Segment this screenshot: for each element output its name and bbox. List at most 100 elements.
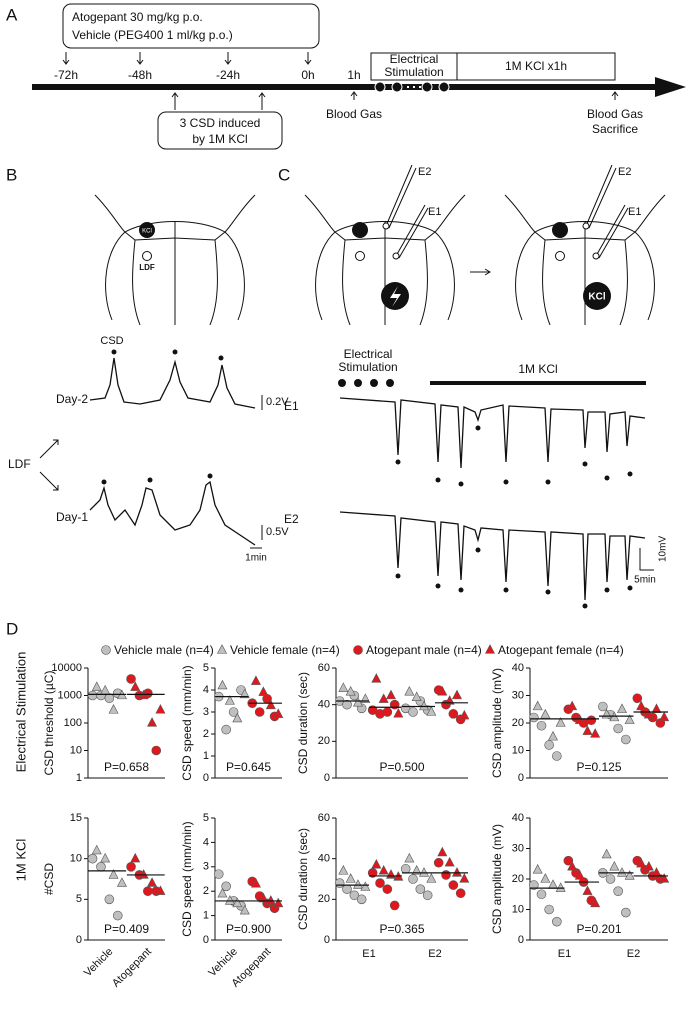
y-tick-label: 100 bbox=[64, 717, 82, 729]
point bbox=[258, 892, 269, 903]
y-tick-label: 5 bbox=[203, 812, 209, 824]
y-tick-label: 0 bbox=[324, 934, 330, 946]
p-value: P=0.658 bbox=[104, 760, 149, 774]
point bbox=[400, 864, 411, 874]
point bbox=[659, 711, 670, 722]
point bbox=[342, 699, 352, 710]
point bbox=[459, 873, 470, 883]
y-tick-label: 20 bbox=[512, 873, 524, 885]
point bbox=[437, 686, 448, 696]
y-axis-label: CSD duration (sec) bbox=[296, 672, 310, 774]
y-tick-label: 40 bbox=[512, 662, 524, 674]
point bbox=[338, 682, 349, 692]
point bbox=[100, 684, 111, 695]
y-tick-label: 20 bbox=[318, 735, 330, 747]
point bbox=[459, 709, 470, 720]
point bbox=[147, 877, 158, 887]
y-axis-label: #CSD bbox=[42, 863, 56, 895]
point bbox=[590, 728, 601, 738]
x-tick-label: Atogepant bbox=[110, 946, 154, 990]
row-label: 1M KCl bbox=[13, 839, 28, 882]
panel-label: C bbox=[278, 165, 290, 184]
electrode bbox=[382, 222, 390, 230]
kcl-text: 1M KCl x1h bbox=[505, 59, 567, 73]
y-tick-label: 40 bbox=[318, 699, 330, 711]
point bbox=[598, 701, 608, 712]
y-axis-label: CSD duration (sec) bbox=[296, 828, 310, 930]
csd-dots bbox=[101, 349, 224, 485]
point bbox=[130, 681, 141, 691]
kcl-site bbox=[352, 222, 368, 238]
stim-text: Electrical bbox=[390, 52, 439, 66]
point bbox=[96, 861, 106, 872]
y-tick-label: 3 bbox=[203, 706, 209, 718]
electrode bbox=[582, 222, 590, 230]
end-label: Blood Gas bbox=[587, 107, 643, 121]
y-tick-label: 10 bbox=[70, 744, 82, 756]
point bbox=[536, 720, 547, 731]
y-tick-label: 0 bbox=[203, 772, 209, 784]
point bbox=[258, 686, 269, 696]
point bbox=[382, 884, 393, 894]
stim-text: Stimulation bbox=[384, 65, 443, 79]
point bbox=[217, 679, 228, 690]
point bbox=[239, 904, 250, 915]
point bbox=[108, 869, 119, 879]
point bbox=[636, 857, 647, 868]
time-label: 1h bbox=[347, 68, 360, 82]
point bbox=[250, 878, 261, 888]
y-tick-label: 30 bbox=[512, 842, 524, 854]
point bbox=[224, 895, 235, 905]
electrode-label: E1 bbox=[628, 206, 641, 218]
y-axis-label: CSD threshold (µC) bbox=[42, 671, 56, 776]
stim-icons bbox=[374, 81, 450, 93]
point bbox=[91, 681, 102, 691]
panel-label: B bbox=[6, 165, 17, 184]
stim-icons bbox=[338, 379, 394, 387]
point bbox=[613, 886, 623, 897]
y-tick-label: 2 bbox=[203, 885, 209, 897]
x-tick-label: Vehicle bbox=[206, 946, 240, 980]
point bbox=[532, 864, 543, 874]
point bbox=[155, 704, 166, 714]
stim-label: Stimulation bbox=[338, 360, 397, 374]
point bbox=[643, 708, 654, 719]
point bbox=[441, 870, 451, 880]
point bbox=[455, 888, 466, 899]
point bbox=[659, 873, 670, 883]
point bbox=[411, 865, 422, 875]
electrode bbox=[592, 252, 600, 260]
point bbox=[143, 886, 153, 897]
point bbox=[116, 877, 127, 887]
p-value: P=0.900 bbox=[226, 922, 271, 936]
ldf-site bbox=[555, 251, 565, 261]
point bbox=[239, 688, 250, 699]
point bbox=[605, 874, 616, 884]
point bbox=[452, 867, 462, 877]
point bbox=[273, 708, 284, 718]
point bbox=[345, 686, 356, 696]
point bbox=[254, 707, 265, 717]
point bbox=[126, 674, 136, 684]
time-label: -48h bbox=[128, 68, 152, 82]
y-tick-label: 10 bbox=[512, 903, 524, 915]
x-tick-label: E1 bbox=[362, 948, 375, 960]
kcl-text: KCl bbox=[588, 292, 605, 303]
y-tick-label: 60 bbox=[318, 812, 330, 824]
point bbox=[419, 867, 429, 877]
legend-marker bbox=[101, 645, 111, 655]
trace-e1 bbox=[339, 397, 646, 469]
trace-e2 bbox=[339, 511, 646, 601]
point bbox=[452, 689, 462, 700]
point bbox=[563, 855, 574, 866]
point bbox=[221, 724, 231, 735]
y-tick-label: 15 bbox=[70, 812, 82, 824]
point bbox=[540, 708, 551, 719]
point bbox=[108, 704, 119, 714]
panel-label: A bbox=[6, 5, 18, 24]
point bbox=[228, 707, 239, 717]
y-tick-label: 10 bbox=[70, 853, 82, 865]
point bbox=[643, 860, 654, 871]
point bbox=[138, 869, 149, 879]
